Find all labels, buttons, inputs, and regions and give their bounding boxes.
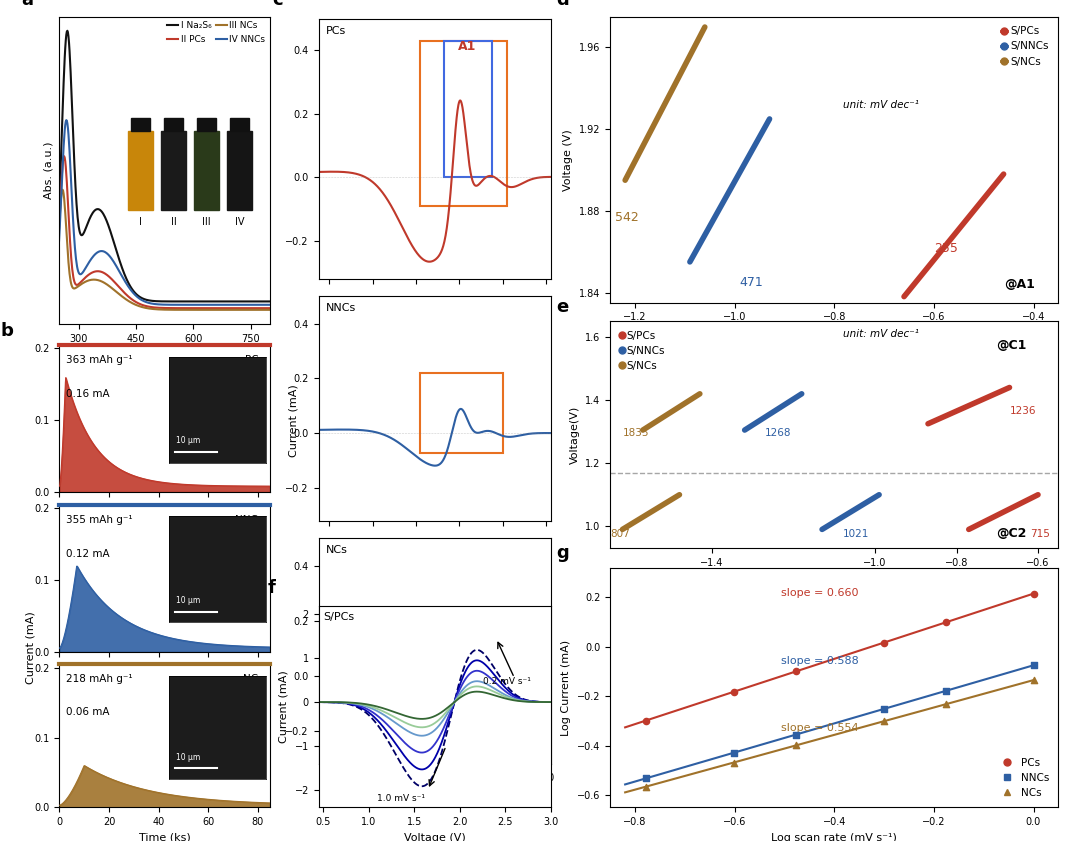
Point (875, 715, 892, 728)
Text: 0.2 mV s⁻¹: 0.2 mV s⁻¹ (483, 677, 531, 685)
Point (937, 697, 955, 711)
Text: 0.12 mA: 0.12 mA (66, 549, 109, 558)
X-axis label: Wavelength (nm): Wavelength (nm) (117, 349, 213, 359)
Point (725, 746, 742, 759)
Text: slope = 0.554: slope = 0.554 (781, 722, 859, 733)
Text: II: II (171, 218, 176, 227)
Text: 1.0 mV s⁻¹: 1.0 mV s⁻¹ (377, 794, 424, 803)
Text: 715: 715 (1030, 529, 1050, 539)
Text: 542: 542 (616, 211, 639, 224)
Text: d: d (556, 0, 569, 9)
Text: 1236: 1236 (1010, 406, 1036, 416)
Text: 10 μm: 10 μm (176, 754, 200, 762)
Text: @C2: @C2 (996, 527, 1026, 540)
Point (1025, 659, 1042, 672)
Bar (129, 131, 153, 209)
Bar (444, 40, 491, 177)
Legend: PCs, NNCs, NCs: PCs, NNCs, NCs (993, 754, 1053, 802)
Text: S/PCs: S/PCs (323, 611, 354, 621)
Point (937, 616, 955, 629)
Text: IV: IV (234, 218, 244, 227)
Text: g: g (556, 544, 569, 562)
Text: @C1: @C1 (996, 339, 1026, 352)
Point (787, 738, 805, 752)
Text: unit: mV dec⁻¹: unit: mV dec⁻¹ (843, 100, 919, 110)
Point (787, 727, 805, 741)
Text: 1835: 1835 (622, 428, 649, 438)
Text: NCs: NCs (325, 545, 348, 555)
Text: f: f (268, 579, 275, 597)
Y-axis label: Abs. (a.u.): Abs. (a.u.) (44, 141, 54, 199)
X-axis label: Voltage (V): Voltage (V) (404, 833, 465, 841)
Text: Current (mA): Current (mA) (25, 611, 36, 684)
Text: 10 μm: 10 μm (176, 596, 200, 606)
Point (637, 780, 654, 793)
Text: III: III (202, 218, 211, 227)
Text: a: a (22, 0, 33, 8)
Y-axis label: Current (mA): Current (mA) (279, 670, 289, 743)
Point (1025, 587, 1042, 600)
Text: slope = 0.660: slope = 0.660 (781, 589, 858, 599)
Text: NNCs: NNCs (325, 303, 355, 313)
Point (875, 636, 892, 649)
Point (937, 684, 955, 697)
Text: e: e (556, 299, 569, 316)
Text: unit: mV dec⁻¹: unit: mV dec⁻¹ (843, 329, 919, 339)
Bar (230, 118, 249, 131)
Text: //: // (792, 570, 800, 583)
Legend: S/PCs, S/NNCs, S/NCs: S/PCs, S/NNCs, S/NCs (997, 22, 1053, 71)
X-axis label: Log scan rate (mV s⁻¹): Log scan rate (mV s⁻¹) (771, 833, 897, 841)
Text: 1268: 1268 (765, 428, 792, 438)
Text: 1021: 1021 (842, 529, 868, 539)
Text: @A1: @A1 (1004, 278, 1036, 292)
Text: 807: 807 (610, 529, 630, 539)
Text: Current (mA): Current (mA) (288, 384, 299, 457)
Legend: I Na₂S₆, II PCs, III NCs, IV NNCs: I Na₂S₆, II PCs, III NCs, IV NNCs (167, 21, 266, 44)
Point (725, 756, 742, 770)
Y-axis label: Log Current (mA): Log Current (mA) (562, 639, 571, 736)
Text: 363 mAh g⁻¹: 363 mAh g⁻¹ (66, 355, 133, 365)
X-axis label: Log[current (mA)]: Log[current (mA)] (784, 328, 885, 338)
Bar (164, 118, 184, 131)
X-axis label: Voltage (V): Voltage (V) (404, 789, 465, 799)
Text: 0.06 mA: 0.06 mA (66, 707, 109, 717)
Y-axis label: Voltage (V): Voltage (V) (564, 129, 573, 191)
Text: A1: A1 (458, 40, 476, 53)
Y-axis label: Voltage(V): Voltage(V) (569, 405, 580, 464)
Bar (420, 40, 508, 206)
Text: NNCs: NNCs (235, 515, 264, 525)
Bar (325, 634, 512, 750)
Text: C1: C1 (411, 720, 428, 729)
Text: PCs: PCs (325, 26, 346, 36)
Text: c: c (272, 0, 283, 9)
X-axis label: Time (ks): Time (ks) (139, 833, 190, 841)
Text: 0.16 mA: 0.16 mA (66, 389, 109, 399)
Text: slope = 0.588: slope = 0.588 (781, 655, 859, 665)
Point (637, 771, 654, 785)
Text: PCs: PCs (244, 355, 264, 365)
Text: I: I (139, 218, 143, 227)
Bar (131, 118, 150, 131)
Text: NCs: NCs (243, 674, 264, 685)
Point (725, 685, 742, 699)
Bar (227, 131, 253, 209)
Text: 355 mAh g⁻¹: 355 mAh g⁻¹ (66, 515, 133, 525)
Bar (197, 118, 216, 131)
Text: 471: 471 (740, 277, 764, 289)
Bar (194, 131, 219, 209)
Text: C2: C2 (372, 720, 388, 729)
Point (1025, 674, 1042, 687)
Legend: S/PCs, S/NNCs, S/NCs: S/PCs, S/NNCs, S/NCs (616, 326, 670, 375)
Text: 218 mAh g⁻¹: 218 mAh g⁻¹ (66, 674, 133, 685)
X-axis label: Log[current (mA)]: Log[current (mA)] (784, 574, 885, 584)
Text: 255: 255 (934, 241, 958, 255)
Text: 10 μm: 10 μm (176, 436, 200, 446)
Bar (420, 373, 503, 452)
Bar (161, 131, 186, 209)
Point (875, 702, 892, 716)
Point (637, 714, 654, 727)
Text: b: b (0, 322, 13, 340)
Point (787, 664, 805, 678)
